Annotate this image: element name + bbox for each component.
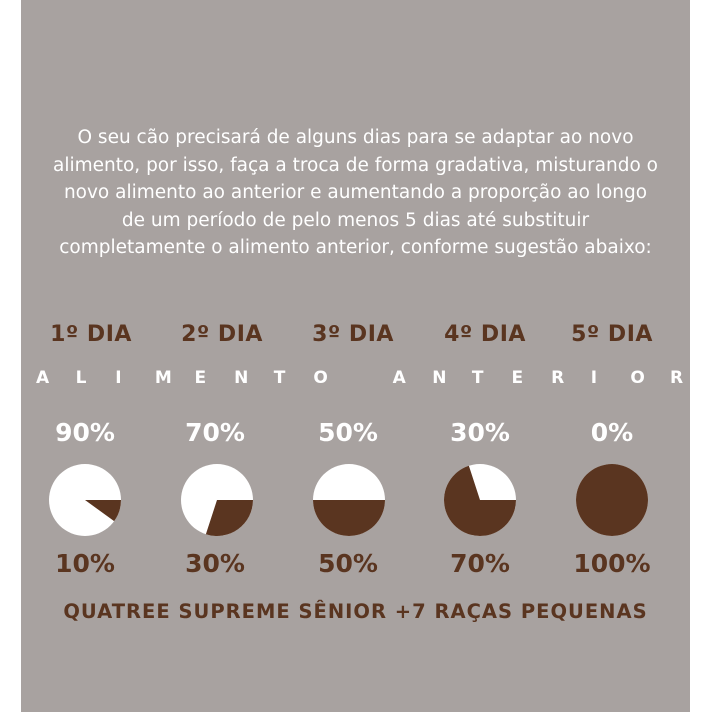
previous-food-letter: O (630, 368, 645, 388)
previous-food-letter: T (273, 368, 286, 388)
new-food-slice (205, 500, 253, 536)
proportion-pie-day2 (181, 464, 253, 536)
proportion-pie-day1 (49, 464, 121, 536)
new-food-slice (444, 465, 516, 536)
previous-food-letter: N (234, 368, 249, 388)
day-label-5: 5º DIA (571, 322, 653, 347)
previous-food-letter: A (392, 368, 406, 388)
previous-pct-day4: 30% (450, 418, 510, 447)
previous-food-letter: O (313, 368, 328, 388)
previous-pct-day5: 0% (590, 418, 634, 447)
proportion-pie-day4 (444, 464, 516, 536)
new-food-slice (85, 500, 121, 522)
intro-line: O seu cão precisará de alguns dias para … (77, 127, 634, 148)
proportion-pie-day5 (576, 464, 648, 536)
new-food-slice (576, 464, 648, 536)
previous-pct-day2: 70% (185, 418, 245, 447)
previous-food-letter: M (154, 368, 172, 388)
intro-line: completamente o alimento anterior, confo… (59, 237, 652, 258)
previous-food-letter: I (590, 368, 598, 388)
intro-line: novo alimento ao anterior e aumentando a… (63, 182, 648, 203)
background-panel (21, 0, 690, 712)
new-pct-day5: 100% (573, 549, 651, 578)
previous-food-letter: E (511, 368, 524, 388)
previous-food-letter: L (75, 368, 87, 388)
previous-food-letter: I (115, 368, 122, 388)
new-food-slice (313, 500, 385, 536)
previous-food-letter: R (670, 368, 684, 388)
intro-line: de um período de pelo menos 5 dias até s… (121, 209, 590, 231)
previous-food-letter: A (36, 368, 50, 388)
intro-line: alimento, por isso, faça a troca de form… (52, 154, 658, 176)
intro-text: O seu cão precisará de alguns dias para … (21, 124, 690, 262)
day-label-1: 1º DIA (50, 322, 132, 347)
new-pct-day2: 30% (185, 549, 245, 578)
day-label-2: 2º DIA (181, 322, 263, 347)
previous-pct-day1: 90% (55, 418, 115, 447)
previous-food-letter: E (194, 368, 207, 388)
previous-food-letter: T (471, 368, 484, 388)
day-label-4: 4º DIA (444, 322, 526, 347)
new-pct-day3: 50% (318, 549, 378, 578)
previous-food-letter: R (551, 368, 565, 388)
previous-pct-day3: 50% (318, 418, 378, 447)
new-pct-day4: 70% (450, 549, 510, 578)
new-pct-day1: 10% (55, 549, 115, 578)
previous-food-letter: N (432, 368, 447, 388)
proportion-pie-day3 (313, 464, 385, 536)
day-label-3: 3º DIA (312, 322, 394, 347)
product-name: QUATREE SUPREME SÊNIOR +7 RAÇAS PEQUENAS (63, 600, 648, 623)
